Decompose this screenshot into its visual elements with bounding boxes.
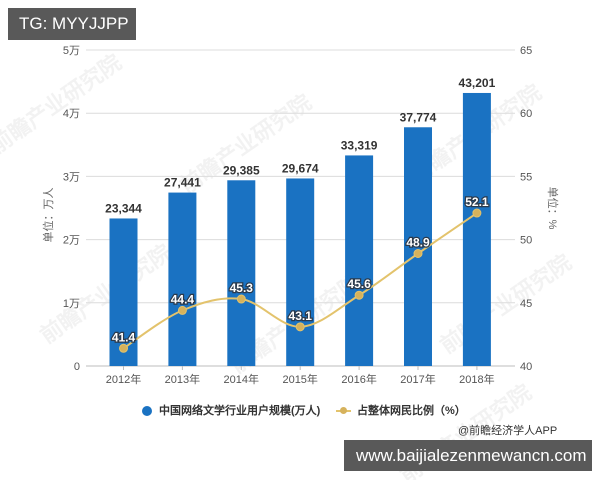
line-point[interactable] [472, 208, 482, 218]
bar[interactable] [286, 178, 315, 366]
line-value-label: 52.1 [465, 195, 489, 209]
right-tick-label: 55 [520, 171, 532, 183]
left-tick-label: 1万 [63, 298, 80, 310]
line-point[interactable] [354, 290, 364, 300]
x-tick-label: 2012年 [106, 372, 141, 386]
x-tick-label: 2016年 [341, 372, 376, 386]
bar-value-label: 43,201 [459, 76, 496, 90]
line-point[interactable] [295, 322, 305, 332]
bar[interactable] [345, 155, 374, 366]
left-axis-ticks: 0 1万 2万 3万 4万 5万 [63, 45, 80, 373]
top-left-tag: TG: MYYJJPP [8, 8, 136, 40]
x-axis: 2012年 2013年 2014年 2015年 2016年 2017年 2018年 [106, 366, 495, 386]
left-tick-label: 5万 [63, 45, 80, 57]
line-value-label: 44.4 [171, 292, 195, 306]
bar[interactable] [168, 192, 197, 366]
line-point[interactable] [413, 249, 423, 259]
bar[interactable] [227, 180, 256, 366]
legend-label-ratio: 占整体网民比例（%） [357, 405, 466, 417]
bar-value-label: 33,319 [341, 138, 378, 152]
line-value-label: 45.6 [347, 277, 371, 291]
line-value-label: 41.4 [112, 330, 136, 344]
line-series [119, 208, 482, 353]
right-axis-title: 单位：% [546, 186, 558, 230]
bar[interactable] [462, 92, 491, 367]
left-tick-label: 2万 [63, 235, 80, 247]
right-tick-label: 60 [520, 108, 532, 120]
right-axis-ticks: 40 45 50 55 60 65 [520, 45, 532, 373]
line-value-label: 45.3 [230, 281, 254, 295]
legend-line-marker-icon [340, 407, 347, 414]
x-tick-label: 2014年 [224, 372, 259, 386]
left-tick-label: 0 [74, 361, 80, 373]
bar-value-labels: 23,344 27,441 29,385 29,674 33,319 37,774 43,2… [105, 76, 495, 215]
right-tick-label: 50 [520, 235, 532, 247]
line-value-label: 48.9 [406, 236, 430, 250]
x-tick-label: 2015年 [282, 372, 317, 386]
bar-value-label: 27,441 [164, 176, 201, 190]
right-tick-label: 40 [520, 361, 532, 373]
x-tick-label: 2013年 [165, 372, 200, 386]
bar-value-label: 37,774 [400, 110, 437, 124]
bar-value-label: 23,344 [105, 201, 142, 215]
right-tick-label: 65 [520, 45, 532, 57]
watermark-text: 前瞻产业研究院 [35, 239, 176, 348]
right-tick-label: 45 [520, 298, 532, 310]
x-tick-label: 2017年 [400, 372, 435, 386]
bar-series [109, 92, 491, 367]
x-tick-label: 2018年 [459, 372, 494, 386]
left-tick-label: 4万 [63, 108, 80, 120]
watermark-text: 前瞻产业研究院 [0, 49, 126, 158]
legend-label-users: 中国网络文学行业用户规模(万人) [159, 405, 321, 417]
bar-value-label: 29,674 [282, 161, 319, 175]
bottom-right-url-tag: www.baijialezenmewancn.com [344, 440, 592, 471]
watermark-text: 前瞻产业研究院 [435, 249, 576, 358]
legend-circle-icon [142, 406, 152, 416]
line-point[interactable] [119, 343, 128, 353]
bar-value-label: 29,385 [223, 163, 260, 177]
line-point[interactable] [236, 294, 246, 304]
left-tick-label: 3万 [63, 171, 80, 183]
line-value-labels: 41.4 44.4 45.3 43.1 45.6 48.9 52.1 [111, 194, 491, 346]
left-axis-title: 单位：万人 [43, 187, 55, 243]
line-value-label: 43.1 [289, 309, 313, 323]
source-credit: @前瞻经济学人APP [458, 425, 558, 437]
line-point[interactable] [177, 305, 187, 315]
